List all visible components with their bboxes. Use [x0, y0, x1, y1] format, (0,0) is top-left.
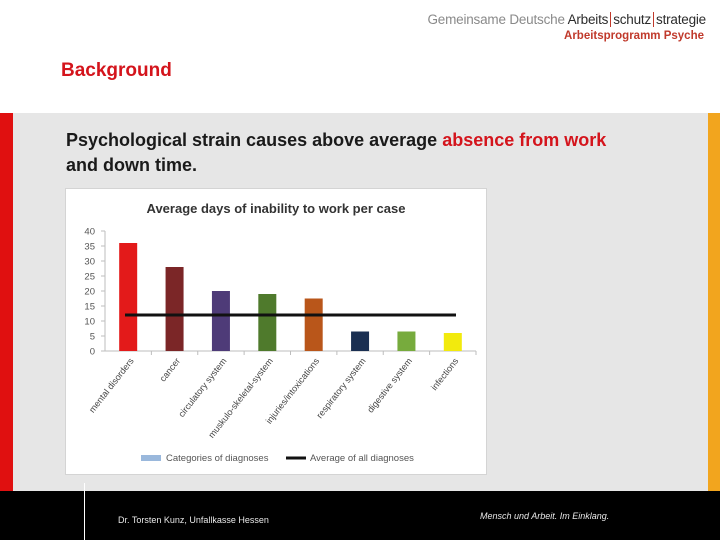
x-tick-label: digestive system	[365, 356, 414, 415]
y-tick-label: 25	[84, 272, 95, 283]
bar	[211, 291, 230, 351]
chart-title: Average days of inability to work per ca…	[147, 201, 406, 216]
logo-part-1: Gemeinsame Deutsche	[427, 12, 565, 27]
footer-author: Dr. Torsten Kunz, Unfallkasse Hessen	[118, 515, 269, 525]
x-tick-label: mental disorders	[87, 356, 136, 415]
logo-part-3: schutz	[613, 12, 652, 27]
legend-label-categories: Categories of diagnoses	[166, 453, 269, 464]
subtitle-highlight: absence from work	[442, 130, 607, 150]
y-tick-label: 10	[84, 317, 95, 328]
logo-subtitle: Arbeitsprogramm Psyche	[564, 30, 704, 42]
y-tick-label: 15	[84, 302, 95, 313]
y-tick-label: 30	[84, 257, 95, 268]
logo-part-4: strategie	[656, 12, 706, 27]
x-tick-label: injuries/intoxications	[264, 356, 322, 426]
x-tick-label: respiratory system	[314, 356, 367, 420]
bar	[165, 267, 184, 351]
bar	[443, 333, 462, 351]
x-tick-label: circulatory system	[176, 356, 228, 419]
y-tick-label: 0	[90, 347, 95, 358]
legend-swatch-categories	[141, 455, 161, 461]
chart-container: Average days of inability to work per ca…	[65, 188, 487, 475]
x-tick-label: cancer	[158, 356, 183, 383]
logo-title: Gemeinsame Deutsche Arbeits schutz strateg…	[427, 12, 706, 27]
footer-divider	[84, 483, 85, 540]
legend-label-average: Average of all diagnoses	[310, 453, 414, 464]
left-accent-bar	[0, 113, 13, 491]
subtitle-text-2: and down time.	[66, 155, 198, 175]
logo-part-2: Arbeits	[567, 12, 609, 27]
logo-separator	[653, 12, 655, 27]
slide-subtitle: Psychological strain causes above averag…	[66, 128, 686, 178]
bar	[304, 298, 323, 351]
footer-slogan: Mensch und Arbeit. Im Einklang.	[480, 511, 610, 521]
y-tick-label: 35	[84, 242, 95, 253]
y-tick-label: 20	[84, 287, 95, 298]
bar	[397, 331, 416, 351]
y-tick-label: 40	[84, 227, 95, 238]
logo-separator	[610, 12, 612, 27]
gda-logo: Gemeinsame Deutsche Arbeits schutz strateg…	[427, 12, 706, 42]
bar	[119, 243, 138, 351]
x-tick-label: infections	[429, 356, 461, 393]
footer	[0, 491, 720, 540]
bar	[351, 331, 370, 351]
y-tick-label: 5	[90, 332, 95, 343]
bar	[258, 294, 277, 351]
subtitle-text-1: Psychological strain causes above averag…	[66, 130, 443, 150]
right-accent-bar	[708, 113, 720, 491]
bar-chart: Average days of inability to work per ca…	[84, 201, 477, 464]
section-title: Background	[61, 60, 172, 81]
